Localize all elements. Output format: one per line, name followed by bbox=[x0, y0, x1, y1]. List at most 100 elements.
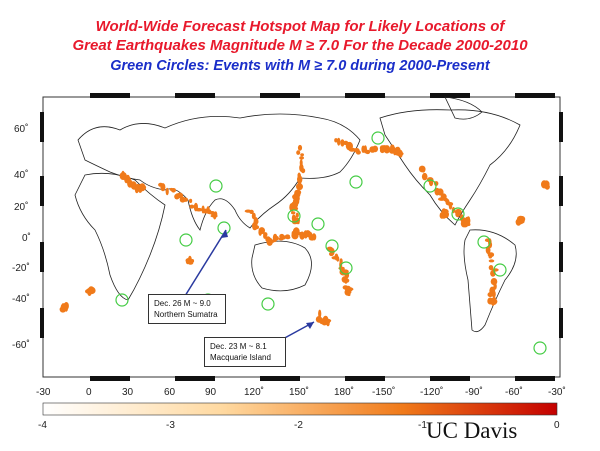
hotspot-mark bbox=[249, 209, 254, 214]
hotspot-mark bbox=[488, 254, 493, 259]
lon-label: -30˚ bbox=[548, 387, 566, 398]
hotspot-mark bbox=[190, 259, 195, 263]
event-circle bbox=[261, 297, 275, 311]
lat-label: -40˚ bbox=[12, 294, 30, 305]
hotspot-mark bbox=[291, 211, 296, 215]
africa-coast bbox=[74, 172, 166, 301]
hotspot-mark bbox=[185, 258, 191, 263]
hotspot-mark bbox=[428, 178, 434, 187]
callout-sumatra-line1: Dec. 26 M ~ 9.0 bbox=[154, 299, 211, 308]
callout-macquarie: Dec. 23 M ~ 8.1 Macquarie Island bbox=[204, 337, 286, 367]
hotspot-mark bbox=[337, 137, 341, 146]
lon-label: 0 bbox=[86, 387, 92, 398]
hotspot-mark bbox=[296, 150, 301, 155]
callout-sumatra: Dec. 26 M ~ 9.0 Northern Sumatra bbox=[148, 294, 226, 324]
hotspot-mark bbox=[285, 234, 290, 238]
hotspot-mark bbox=[437, 188, 444, 196]
hotspot-mark bbox=[460, 220, 468, 228]
lat-label: -60˚ bbox=[12, 340, 30, 351]
hotspot-mark bbox=[183, 197, 188, 202]
hotspot-mark bbox=[300, 153, 304, 157]
hotspot-mark bbox=[340, 139, 345, 147]
event-circle bbox=[311, 217, 325, 231]
hotspot-mark bbox=[296, 183, 303, 191]
lon-label: 180˚ bbox=[334, 387, 355, 398]
lon-label: 60 bbox=[164, 387, 176, 398]
event-circle bbox=[493, 263, 507, 277]
event-circle bbox=[339, 261, 353, 275]
event-circle bbox=[423, 179, 437, 193]
hotspot-mark bbox=[336, 256, 340, 262]
greenland-coast bbox=[444, 96, 483, 120]
hotspot-mark bbox=[543, 180, 550, 189]
hotspot-mark bbox=[383, 145, 391, 154]
lat-label: 60˚ bbox=[14, 124, 29, 135]
event-circle bbox=[349, 175, 363, 189]
hotspot-mark bbox=[490, 298, 498, 305]
event-circle bbox=[451, 207, 465, 221]
callout-macquarie-line2: Macquarie Island bbox=[210, 353, 271, 362]
macquarie-arrowhead bbox=[306, 322, 314, 329]
event-circle bbox=[179, 233, 193, 247]
hotspot-mark bbox=[365, 149, 371, 155]
hotspot-mark bbox=[195, 207, 203, 212]
hotspot-mark bbox=[492, 290, 496, 298]
hotspot-mark bbox=[318, 309, 322, 318]
lat-label: -20˚ bbox=[12, 263, 30, 274]
hotspot-mark bbox=[518, 218, 524, 225]
hotspot-mark bbox=[372, 145, 379, 153]
lon-label: 30 bbox=[122, 387, 134, 398]
colorbar-tick: -2 bbox=[294, 420, 303, 431]
uc-davis-credit: UC Davis bbox=[426, 418, 518, 443]
lon-label: -120˚ bbox=[420, 387, 444, 398]
hotspot-mark bbox=[254, 225, 260, 230]
hotspot-mark bbox=[456, 213, 460, 217]
hotspot-mark bbox=[160, 183, 166, 192]
hotspot-mark bbox=[209, 211, 216, 215]
hotspot-mark bbox=[488, 241, 493, 248]
hotspot-mark bbox=[324, 318, 332, 323]
hotspot-mark bbox=[485, 246, 491, 255]
hotspot-mark bbox=[331, 256, 338, 260]
hotspot-mark bbox=[421, 172, 428, 181]
sumatra-arrow bbox=[184, 229, 227, 297]
hotspot-mark bbox=[165, 187, 169, 196]
colorbar-tick: -1 bbox=[418, 420, 427, 431]
callout-sumatra-line2: Northern Sumatra bbox=[154, 310, 218, 319]
hotspot-mark bbox=[272, 233, 278, 243]
hotspot-mark bbox=[396, 151, 404, 156]
hotspot-mark bbox=[297, 232, 304, 236]
hotspot-mark bbox=[60, 303, 68, 311]
lat-label: 0˚ bbox=[22, 233, 31, 244]
hotspot-mark bbox=[301, 168, 306, 174]
hotspot-mark bbox=[487, 292, 494, 298]
hotspot-mark bbox=[138, 184, 147, 191]
hotspot-mark bbox=[448, 203, 453, 210]
hotspot-mark bbox=[121, 170, 125, 179]
hotspot-mark bbox=[311, 233, 317, 241]
south-america-coast bbox=[463, 229, 517, 333]
lat-label: 40˚ bbox=[14, 170, 29, 181]
colorbar-tick: 0 bbox=[554, 420, 560, 431]
hotspot-mark bbox=[454, 208, 462, 215]
event-circle bbox=[371, 131, 385, 145]
sumatra-arrowhead bbox=[221, 230, 228, 238]
lon-label: -150˚ bbox=[372, 387, 396, 398]
hotspot-mark bbox=[189, 198, 193, 203]
event-circle bbox=[209, 179, 223, 193]
lon-label: 150˚ bbox=[289, 387, 310, 398]
lon-label: -90˚ bbox=[465, 387, 483, 398]
hotspot-mark bbox=[355, 150, 361, 155]
hotspot-mark bbox=[86, 288, 94, 293]
hotspot-mark bbox=[488, 265, 494, 271]
hotspot-mark bbox=[344, 288, 351, 296]
colorbar-tick: -3 bbox=[166, 420, 175, 431]
hotspot-mark bbox=[488, 259, 495, 263]
event-circle bbox=[115, 293, 129, 307]
hotspot-mark bbox=[189, 204, 195, 209]
north-america-coast bbox=[379, 109, 521, 226]
hotspot-mark bbox=[297, 144, 303, 151]
hotspot-mark bbox=[171, 188, 176, 193]
event-circle bbox=[477, 235, 491, 249]
event-circle bbox=[533, 341, 547, 355]
